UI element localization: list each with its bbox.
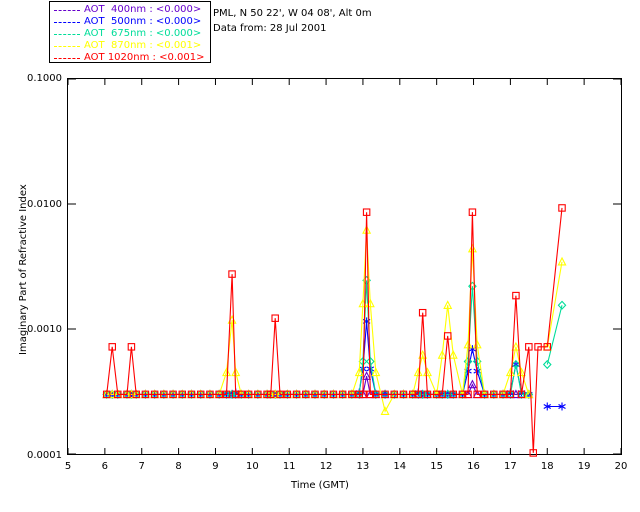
legend-item-1020nm: AOT 1020nm : <0.001>	[53, 52, 210, 64]
legend-item-675nm: AOT 675nm : <0.000>	[53, 28, 210, 40]
legend-swatch-675nm	[54, 33, 80, 35]
legend-label-870nm: AOT 870nm : <0.001>	[84, 40, 202, 51]
x-axis-title: Time (GMT)	[291, 480, 349, 491]
x-tick-label-20: 20	[614, 461, 628, 472]
legend-label-400nm: AOT 400nm : <0.000>	[84, 4, 202, 15]
x-tick-label-6: 6	[101, 461, 109, 472]
legend-swatch-870nm	[54, 45, 80, 47]
site-line: PML, N 50 22', W 04 08', Alt 0m	[213, 8, 372, 19]
legend-swatch-500nm	[54, 21, 80, 23]
x-tick-label-15: 15	[430, 461, 444, 472]
y-tick-label-3: 0.0001	[27, 450, 62, 461]
chart-title-block: PML, N 50 22', W 04 08', Alt 0m Data fro…	[213, 6, 372, 36]
chart-legend: AOT 400nm : <0.000> AOT 500nm : <0.000> …	[49, 1, 211, 63]
date-line: Data from: 28 Jul 2001	[213, 23, 327, 34]
legend-item-400nm: AOT 400nm : <0.000>	[53, 4, 210, 16]
x-tick-label-10: 10	[245, 461, 259, 472]
x-tick-label-17: 17	[504, 461, 517, 472]
legend-label-500nm: AOT 500nm : <0.000>	[84, 16, 202, 27]
legend-swatch-1020nm	[54, 57, 80, 59]
x-tick-label-16: 16	[467, 461, 480, 472]
legend-item-500nm: AOT 500nm : <0.000>	[53, 16, 210, 28]
x-tick-label-5: 5	[64, 461, 72, 472]
plot-area	[67, 78, 622, 455]
legend-label-1020nm: AOT 1020nm : <0.001>	[84, 52, 205, 63]
y-tick-label-0: 0.1000	[27, 73, 62, 84]
x-tick-label-7: 7	[138, 461, 145, 472]
legend-label-675nm: AOT 675nm : <0.000>	[84, 28, 202, 39]
x-tick-label-18: 18	[540, 461, 554, 472]
x-tick-label-9: 9	[212, 461, 219, 472]
y-tick-label-2: 0.0010	[27, 324, 62, 335]
y-axis-title: Imaginary Part of Refractive Index	[18, 184, 29, 355]
legend-item-870nm: AOT 870nm : <0.001>	[53, 40, 210, 52]
y-tick-label-1: 0.0100	[27, 199, 62, 210]
x-tick-label-19: 19	[577, 461, 591, 472]
x-tick-label-8: 8	[175, 461, 182, 472]
legend-swatch-400nm	[54, 9, 80, 11]
x-tick-label-14: 14	[393, 461, 407, 472]
x-tick-label-11: 11	[282, 461, 296, 472]
x-tick-label-12: 12	[319, 461, 333, 472]
x-tick-label-13: 13	[356, 461, 370, 472]
